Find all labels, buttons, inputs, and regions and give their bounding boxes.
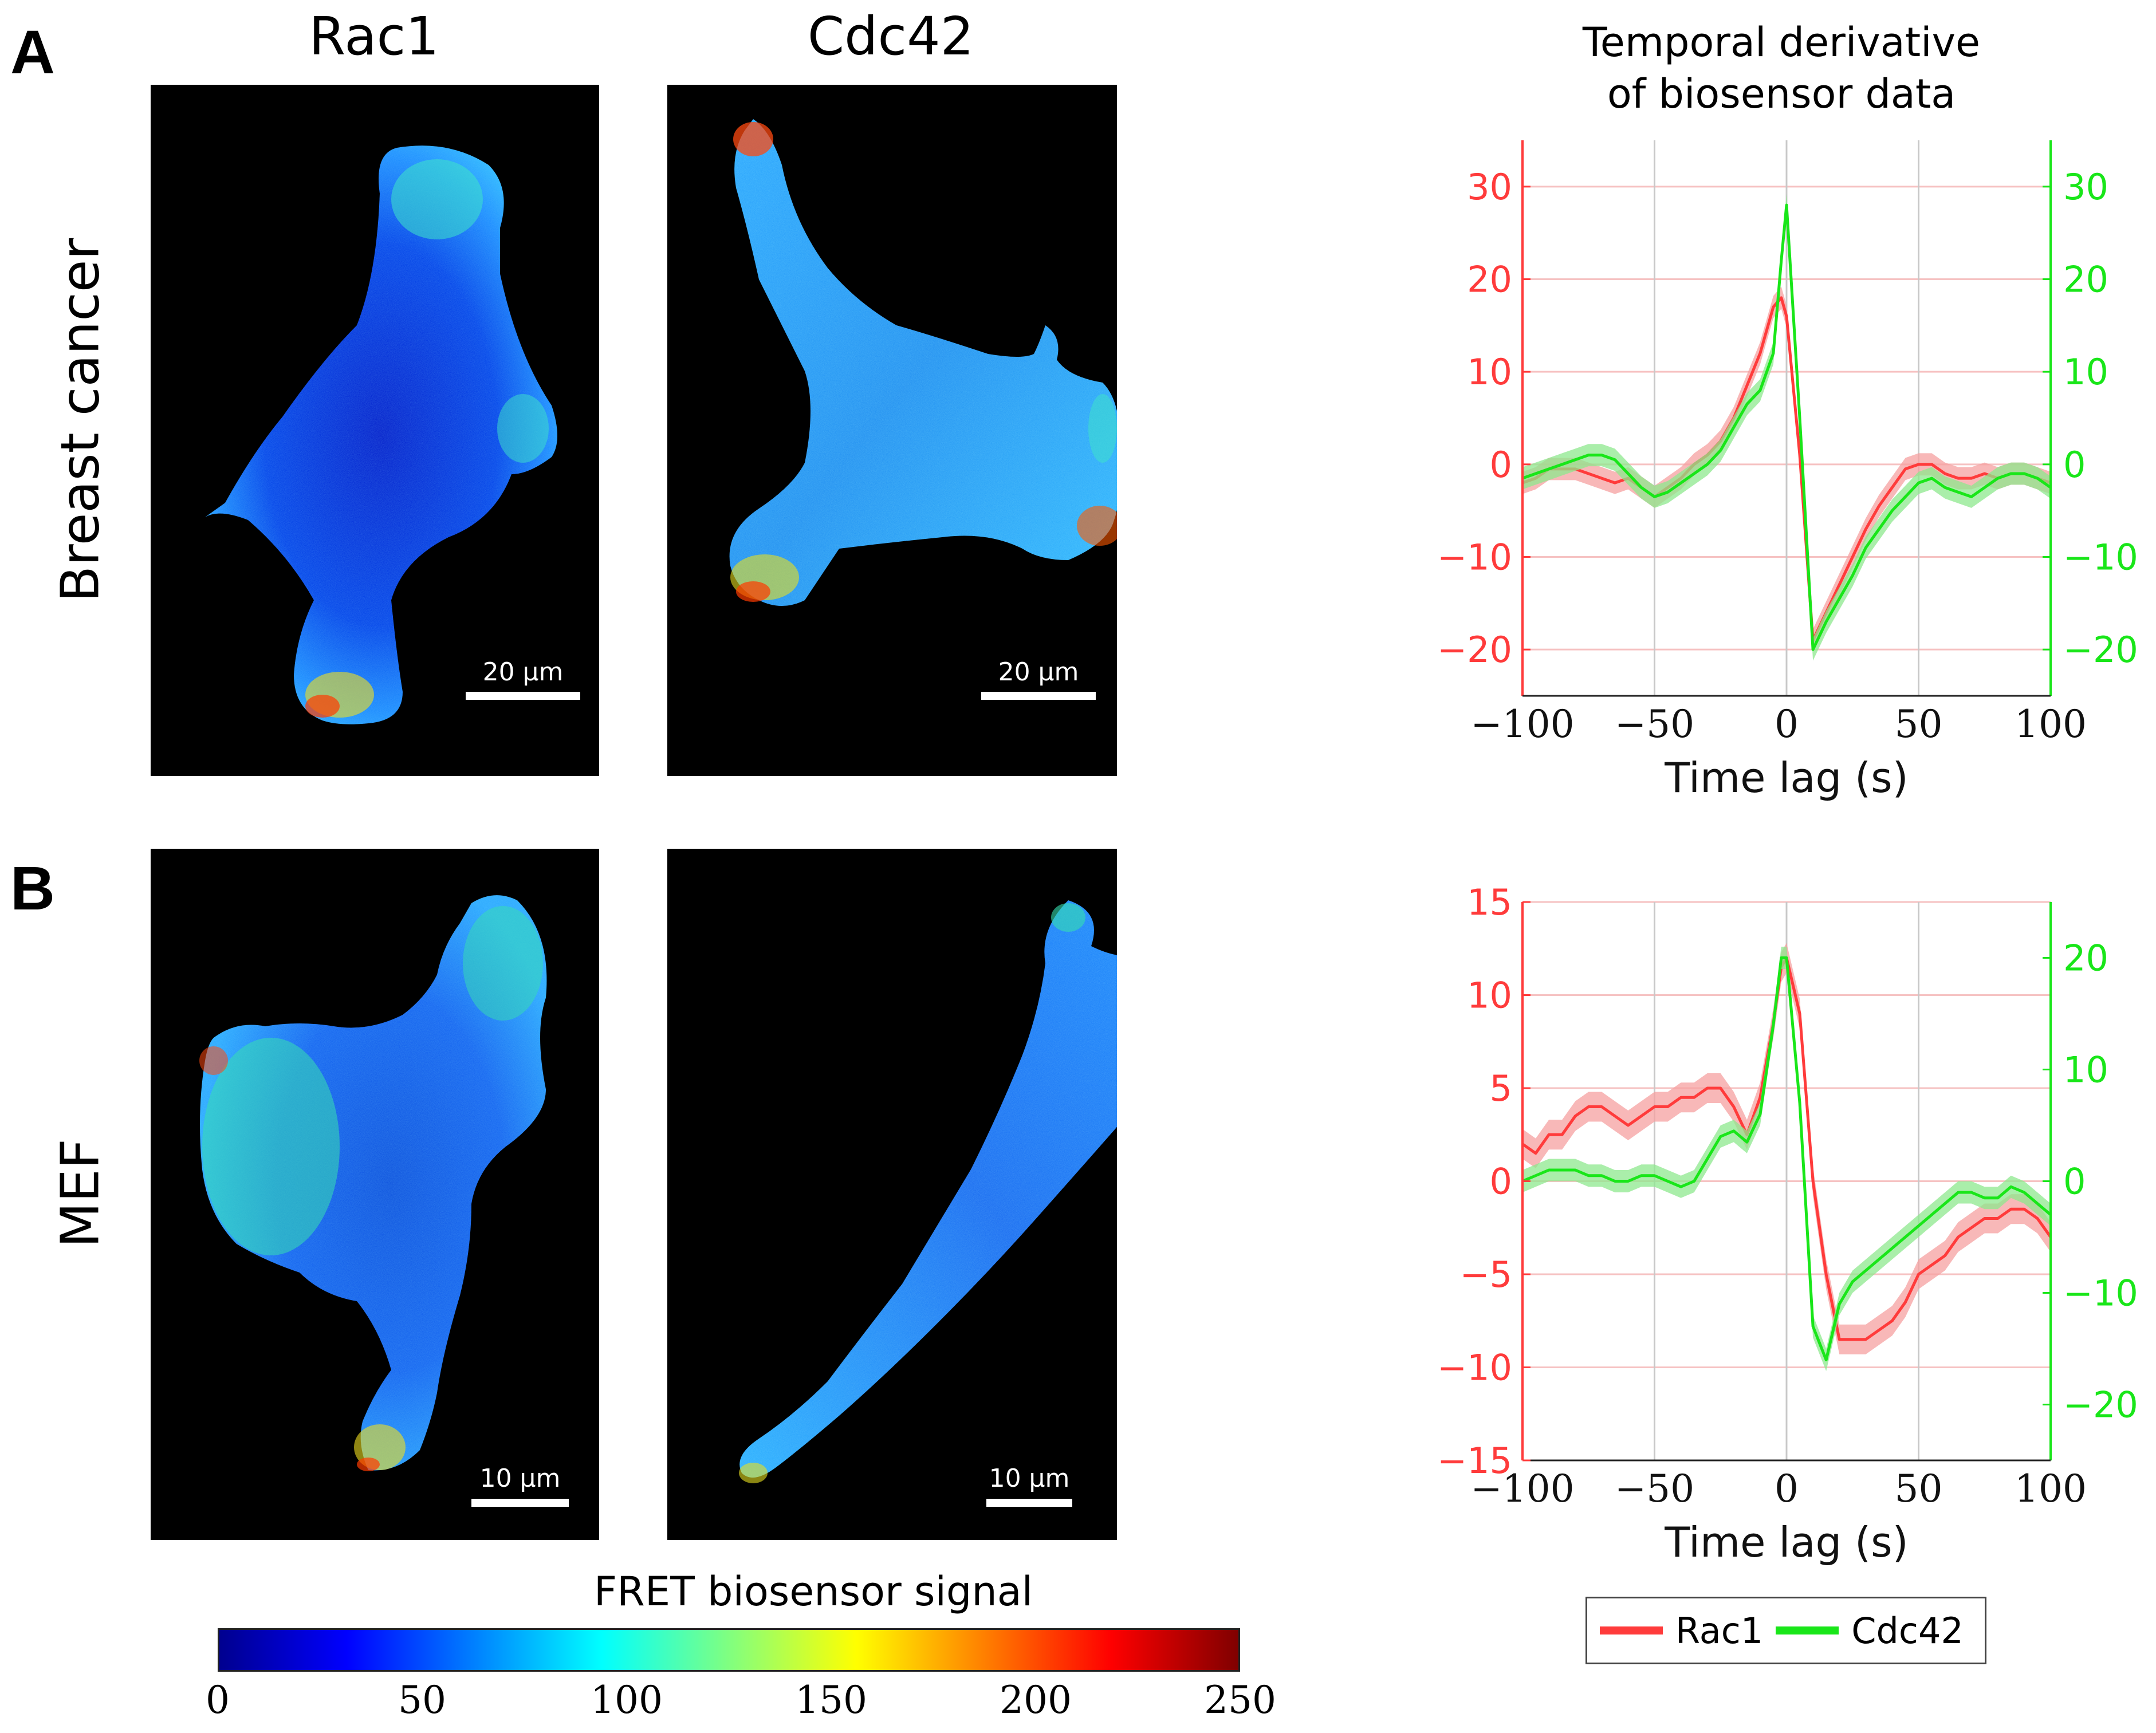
scale-bar-label: 20 µm [998, 657, 1079, 687]
y-tick-label-right: 0 [2063, 444, 2086, 486]
y-tick-label-left: 10 [1467, 975, 1512, 1017]
scale-bar-label: 10 µm [479, 1464, 561, 1493]
scale-bar [471, 1499, 569, 1507]
row-label-breast-cancer: Breast cancer [49, 238, 111, 602]
row-label-mef: MEF [49, 1139, 111, 1248]
scale-bar [466, 692, 580, 700]
y-tick-label-left: 5 [1490, 1068, 1512, 1109]
x-tick-label: −100 [1470, 1467, 1574, 1511]
legend-swatch-rac1 [1600, 1626, 1663, 1634]
y-tick-label-left: 10 [1467, 351, 1512, 393]
x-tick-label: −50 [1615, 1467, 1694, 1511]
plot-title-line-2: of biosensor data [1607, 70, 1956, 117]
y-tick-label-right: 30 [2063, 166, 2108, 208]
x-axis-label: Time lag (s) [1664, 754, 1909, 802]
y-tick-label-right: −20 [2063, 629, 2138, 671]
cell-cdc42-mef [739, 900, 1117, 1483]
y-tick-label-left: 0 [1490, 444, 1512, 486]
y-tick-label-left: −10 [1437, 1347, 1512, 1389]
colorbar-tick-label: 200 [1000, 1678, 1072, 1722]
x-tick-label: 0 [1775, 702, 1799, 746]
y-tick-label-right: −10 [2063, 1273, 2138, 1314]
x-tick-label: −100 [1470, 702, 1574, 746]
y-tick-label-right: 10 [2063, 1049, 2108, 1091]
legend: Rac1 Cdc42 [1585, 1597, 1986, 1664]
panel-letter-a: A [10, 17, 55, 86]
y-tick-label-right: −10 [2063, 537, 2138, 578]
series-line-cdc42 [1522, 956, 2052, 1361]
y-tick-label-left: 15 [1467, 881, 1512, 923]
scale-bar-label: 20 µm [482, 657, 564, 687]
colorbar-title: FRET biosensor signal [593, 1568, 1033, 1615]
colorbar-tick-label: 100 [591, 1678, 663, 1722]
legend-label-cdc42: Cdc42 [1851, 1609, 1964, 1652]
image-mef-cdc42: 10 µm [667, 849, 1117, 1540]
cell-cdc42-breast-cancer [729, 119, 1117, 606]
y-tick-label-right: 0 [2063, 1161, 2086, 1203]
legend-label-rac1: Rac1 [1675, 1609, 1764, 1652]
x-tick-label: 50 [1895, 702, 1943, 746]
series-line-rac1 [1522, 296, 2051, 642]
y-tick-label-left: 20 [1467, 259, 1512, 301]
cell-rac1-breast-cancer [205, 145, 557, 724]
y-tick-label-right: 10 [2063, 351, 2108, 393]
column-header-cdc42: Cdc42 [807, 6, 974, 67]
x-tick-label: 100 [2015, 702, 2087, 746]
x-tick-label: 0 [1775, 1467, 1799, 1511]
y-tick-label-left: −10 [1437, 537, 1512, 578]
y-tick-label-left: −5 [1460, 1254, 1512, 1295]
y-tick-label-right: −20 [2063, 1384, 2138, 1426]
scale-bar [986, 1499, 1072, 1507]
x-tick-label: 50 [1895, 1467, 1943, 1511]
plot-title: Temporal derivative of biosensor data [1495, 17, 2068, 120]
panel-letter-b: B [10, 853, 55, 923]
colorbar-tick-label: 250 [1204, 1678, 1276, 1722]
column-header-rac1: Rac1 [309, 6, 439, 67]
y-tick-label-left: 30 [1467, 166, 1512, 208]
colorbar-tick-label: 50 [398, 1678, 446, 1722]
plot-title-line-1: Temporal derivative [1582, 19, 1981, 66]
y-tick-label-left: 0 [1490, 1161, 1512, 1203]
x-axis-label: Time lag (s) [1664, 1518, 1909, 1566]
x-tick-label: 100 [2015, 1467, 2087, 1511]
y-tick-label-right: 20 [2063, 259, 2108, 301]
legend-swatch-cdc42 [1776, 1626, 1839, 1634]
image-breast-cancer-rac1: 20 µm [151, 85, 599, 776]
y-tick-label-left: −15 [1437, 1440, 1512, 1482]
colorbar-tick-label: 150 [795, 1678, 867, 1722]
colorbar [218, 1628, 1240, 1672]
scale-bar-label: 10 µm [989, 1464, 1070, 1493]
colorbar-tick-label: 0 [206, 1678, 230, 1722]
image-breast-cancer-cdc42: 20 µm [667, 85, 1117, 776]
series-line-cdc42 [1522, 203, 2052, 651]
y-tick-label-left: −20 [1437, 629, 1512, 671]
image-mef-rac1: 10 µm [151, 849, 599, 1540]
x-tick-label: −50 [1615, 702, 1694, 746]
scale-bar [981, 692, 1096, 700]
cell-rac1-mef [199, 895, 547, 1471]
y-tick-label-right: 20 [2063, 938, 2108, 979]
